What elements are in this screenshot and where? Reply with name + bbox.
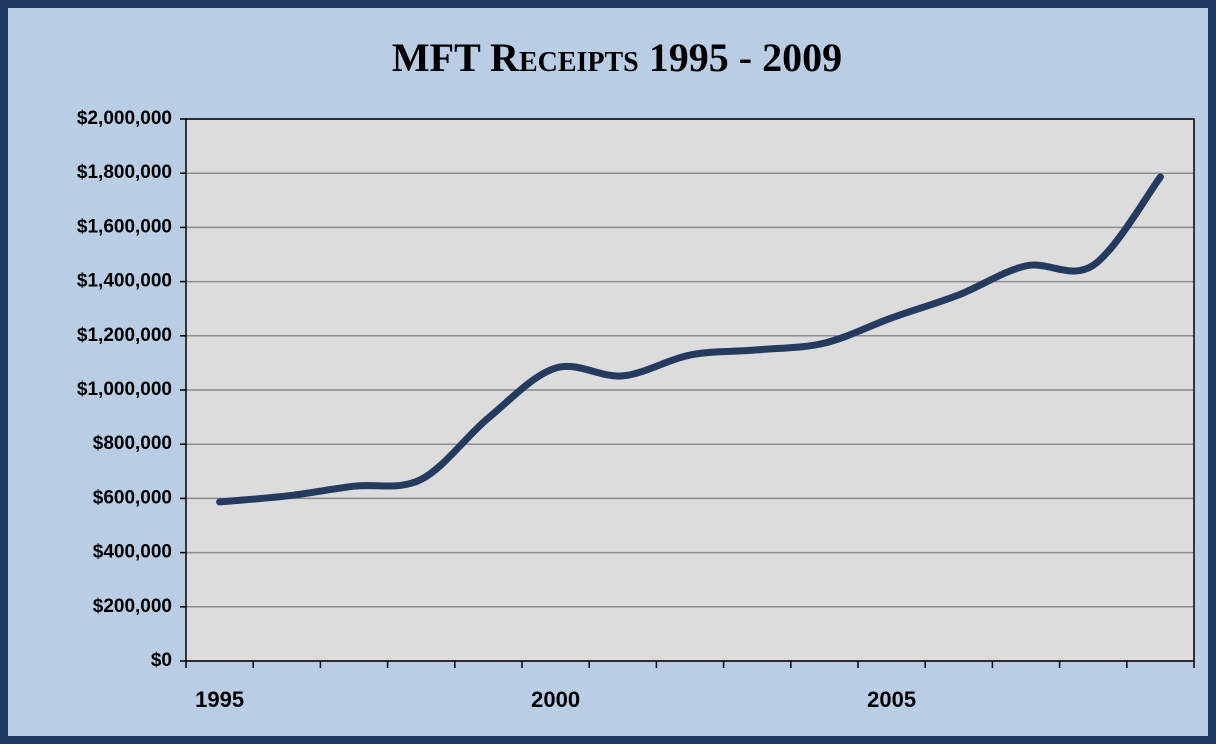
y-tick-label: $1,400,000 bbox=[77, 271, 172, 292]
y-tick-label: $2,000,000 bbox=[77, 108, 172, 129]
marks bbox=[216, 173, 1164, 506]
x-tick-label: 1995 bbox=[195, 687, 244, 712]
x-tick-label: 2000 bbox=[531, 687, 580, 712]
y-tick-label: $400,000 bbox=[93, 542, 172, 563]
y-tick-label: $1,000,000 bbox=[77, 379, 172, 400]
x-tick-label: 2005 bbox=[867, 687, 916, 712]
y-tick-label: $200,000 bbox=[93, 596, 172, 617]
y-tick-label: $600,000 bbox=[93, 487, 172, 508]
y-tick-label: $1,200,000 bbox=[77, 325, 172, 346]
y-tick-label: $800,000 bbox=[93, 433, 172, 454]
y-tick-label: $0 bbox=[151, 650, 172, 671]
y-tick-label: $1,800,000 bbox=[77, 162, 172, 183]
y-tick-label: $1,600,000 bbox=[77, 216, 172, 237]
plot-border bbox=[185, 118, 1195, 662]
chart-title: MFT Receipts 1995 - 2009 bbox=[392, 35, 842, 80]
line-series bbox=[216, 173, 1164, 506]
